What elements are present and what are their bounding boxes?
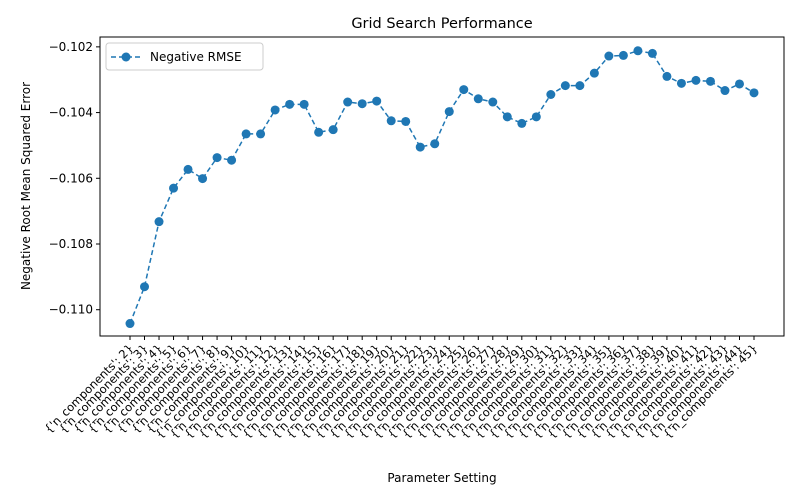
data-point (546, 90, 556, 99)
data-point (198, 174, 208, 184)
data-point (444, 107, 454, 117)
data-point (705, 76, 715, 86)
data-point (734, 79, 744, 89)
data-point (227, 155, 237, 165)
data-point (328, 125, 338, 135)
data-point (676, 78, 686, 88)
plot-frame (99, 36, 785, 337)
data-point (531, 112, 541, 122)
y-tick-label: −0.102 (49, 40, 93, 54)
data-point (212, 153, 222, 163)
data-point (183, 164, 193, 174)
legend: Negative RMSE (105, 42, 264, 71)
data-point (575, 81, 585, 91)
data-point (285, 99, 295, 109)
y-tick-label: −0.106 (49, 171, 93, 185)
y-axis: −0.110 −0.108 −0.106 −0.104 −0.102 (49, 40, 100, 317)
data-point (140, 282, 150, 292)
data-point (604, 51, 614, 61)
data-point (256, 129, 266, 139)
data-point (299, 99, 309, 109)
legend-marker-swatch (121, 52, 131, 62)
data-point (430, 139, 440, 149)
data-point (169, 183, 179, 193)
data-point (372, 96, 382, 106)
legend-entry-label: Negative RMSE (150, 50, 242, 64)
data-point (560, 81, 570, 91)
y-tick-label: −0.110 (49, 303, 93, 317)
data-point (415, 142, 425, 152)
data-point (662, 71, 672, 81)
legend-box (105, 42, 264, 71)
data-point (647, 48, 657, 58)
data-point (401, 116, 411, 126)
data-point (488, 97, 498, 107)
data-point (270, 105, 280, 115)
data-point (459, 85, 469, 95)
data-point (154, 217, 164, 227)
data-point (314, 127, 324, 137)
data-point (633, 46, 643, 56)
data-point (749, 88, 759, 98)
data-point (589, 68, 599, 78)
data-point (618, 50, 628, 60)
data-point (386, 116, 396, 126)
chart-title: Grid Search Performance (351, 16, 532, 32)
data-point (720, 86, 730, 96)
x-axis: {'n_components': 2}{'n_components': 3}{'… (41, 336, 760, 441)
data-point (125, 319, 135, 329)
data-point (241, 129, 251, 139)
data-point (691, 75, 701, 85)
y-tick-label: −0.108 (49, 237, 93, 251)
data-point (517, 118, 527, 128)
y-tick-label: −0.104 (49, 106, 93, 120)
data-point (357, 99, 367, 109)
data-point (343, 97, 353, 107)
x-axis-label: Parameter Setting (387, 471, 496, 485)
series-layer (125, 46, 759, 329)
y-axis-label: Negative Root Mean Squared Error (19, 82, 33, 290)
data-point (473, 94, 483, 104)
data-point (502, 112, 512, 122)
